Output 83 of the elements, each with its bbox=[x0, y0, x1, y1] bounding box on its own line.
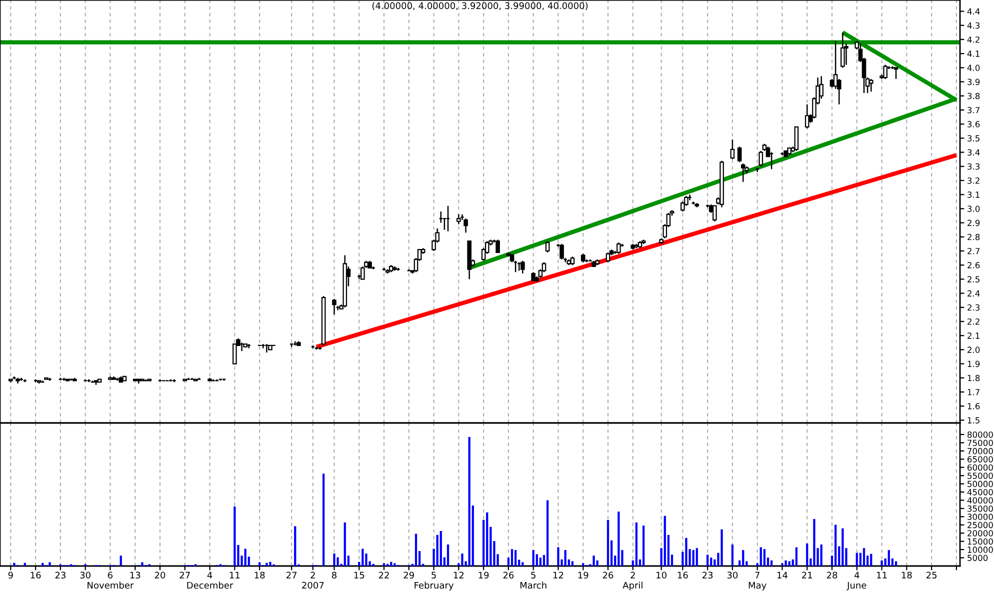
x-tick-label: 29 bbox=[404, 572, 414, 579]
y-tick-label: 75000 bbox=[968, 440, 993, 446]
y-tick-label: 70000 bbox=[968, 448, 993, 454]
x-tick-label: 16 bbox=[678, 572, 688, 579]
y-tick-label: 5000 bbox=[968, 554, 988, 562]
x-tick-label: 12 bbox=[454, 572, 464, 578]
x-tick-label: 23 bbox=[702, 572, 713, 579]
x-tick-label: 19 bbox=[478, 572, 489, 579]
x-tick-label: 8 bbox=[332, 572, 336, 579]
x-tick-label: 4 June bbox=[846, 572, 866, 590]
x-tick-label: 18 bbox=[902, 572, 912, 579]
y-tick-label: 3.3 bbox=[968, 163, 980, 170]
y-tick-label: 50000 bbox=[968, 480, 993, 488]
y-tick-label: 45000 bbox=[967, 489, 993, 496]
y-tick-label: 2.1 bbox=[968, 332, 980, 339]
x-tick-label: 26 bbox=[602, 572, 614, 579]
x-tick-label: 18 bbox=[254, 572, 265, 579]
y-tick-label: 2.0 bbox=[968, 346, 980, 353]
x-tick-label: 5 February bbox=[414, 572, 454, 590]
y-tick-label: 3.8 bbox=[968, 92, 980, 100]
y-tick-label: 2.5 bbox=[968, 276, 980, 282]
y-tick-label: 25000 bbox=[968, 522, 993, 528]
x-tick-label: 11 bbox=[230, 572, 240, 578]
y-tick-label: 2.8 bbox=[968, 234, 980, 240]
y-tick-label: 2.4 bbox=[968, 290, 980, 296]
y-tick-label: 80000 bbox=[968, 431, 993, 438]
x-tick-label: 10 bbox=[656, 572, 666, 579]
y-tick-label: 35000 bbox=[968, 505, 993, 512]
y-tick-label: 4.3 bbox=[967, 22, 980, 29]
y-tick-label: 15000 bbox=[968, 538, 993, 545]
x-tick-label: 5 March bbox=[520, 572, 546, 589]
y-tick-label: 1.5 bbox=[968, 417, 980, 424]
y-tick-label: 4.0 bbox=[967, 64, 980, 71]
y-tick-label: 4.1 bbox=[967, 50, 980, 57]
y-tick-label: 1.6 bbox=[968, 403, 980, 410]
x-tick-label: 19 bbox=[578, 572, 588, 579]
y-tick-label: 2.2 bbox=[968, 318, 980, 325]
x-tick-label: 23 bbox=[55, 572, 66, 579]
y-tick-label: 10000 bbox=[968, 546, 993, 553]
y-tick-label: 20000 bbox=[968, 530, 993, 536]
y-tick-label: 55000 bbox=[968, 472, 993, 479]
y-tick-label: 3.0 bbox=[968, 206, 980, 212]
x-tick-label: 26 bbox=[503, 572, 514, 579]
x-tick-label: 15 bbox=[354, 572, 364, 579]
x-tick-label: 2 2007 bbox=[302, 572, 324, 589]
y-tick-label: 4.2 bbox=[967, 36, 980, 43]
y-tick-label: 2.3 bbox=[968, 304, 980, 311]
y-tick-label: 3.5 bbox=[968, 135, 980, 142]
y-tick-label: 3.9 bbox=[968, 78, 980, 86]
x-tick-label: 30 bbox=[727, 572, 738, 579]
x-tick-label: 7 May bbox=[748, 572, 766, 590]
x-tick-label: 14 bbox=[777, 572, 788, 578]
y-tick-label: 2.6 bbox=[968, 262, 980, 268]
x-tick-label: 28 bbox=[826, 572, 838, 579]
y-tick-label: 30000 bbox=[968, 514, 993, 520]
x-tick-label: 2 April bbox=[622, 572, 642, 590]
x-tick-label: 9 bbox=[8, 572, 13, 579]
y-tick-label: 65000 bbox=[968, 456, 993, 462]
x-tick-label: 27 bbox=[180, 572, 190, 578]
y-tick-label: 1.9 bbox=[968, 360, 980, 368]
x-tick-label: 13 bbox=[130, 572, 140, 579]
y-tick-label: 3.7 bbox=[968, 106, 980, 114]
y-tick-label: 3.2 bbox=[968, 177, 980, 184]
y-tick-label: 1.7 bbox=[968, 389, 980, 396]
y-tick-label: 2.7 bbox=[968, 248, 980, 254]
x-tick-label: 25 bbox=[926, 572, 937, 579]
y-tick-label: 4.4 bbox=[967, 8, 980, 14]
y-tick-label: 1.8 bbox=[968, 374, 980, 382]
x-tick-label: 22 bbox=[378, 572, 389, 578]
x-tick-label: 21 bbox=[802, 572, 812, 578]
y-tick-label: 3.4 bbox=[968, 149, 980, 156]
x-tick-label: 27 bbox=[286, 572, 297, 578]
y-tick-label: 2.9 bbox=[968, 220, 980, 226]
y-tick-label: 60000 bbox=[968, 464, 993, 471]
x-tick-label: 12 bbox=[553, 572, 564, 578]
x-tick-label: 11 bbox=[877, 572, 887, 578]
x-tick-label: 16 bbox=[30, 572, 41, 579]
y-tick-label: 3.6 bbox=[968, 121, 980, 128]
chart-title: (4.00000, 4.00000, 3.92000, 3.99000, 40.0000) bbox=[372, 2, 588, 10]
y-tick-label: 3.1 bbox=[968, 192, 980, 198]
x-tick-label: 30 bbox=[80, 572, 90, 579]
x-tick-label: 20 bbox=[154, 572, 166, 579]
y-tick-label: 40000 bbox=[967, 497, 993, 504]
